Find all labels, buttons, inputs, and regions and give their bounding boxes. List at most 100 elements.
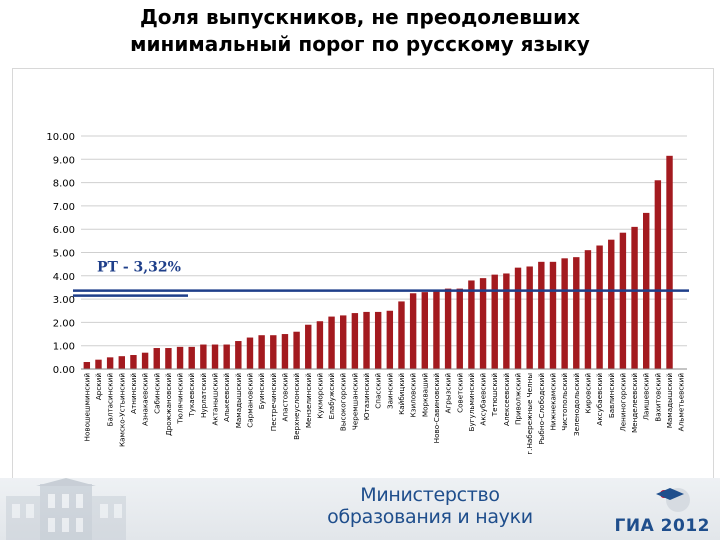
y-tick-label: 1.00 bbox=[53, 342, 75, 353]
x-tick-label: Высокогорский bbox=[339, 373, 348, 431]
bar bbox=[398, 301, 405, 369]
x-tick-label: Актанышский bbox=[211, 373, 220, 426]
bar bbox=[433, 289, 440, 369]
x-tick-label: Балтасинский bbox=[106, 373, 115, 427]
y-tick-label: 5.00 bbox=[53, 249, 75, 260]
bar bbox=[293, 331, 300, 369]
bar bbox=[328, 316, 335, 369]
x-tick-label: Лаишевский bbox=[642, 373, 651, 421]
bar bbox=[444, 288, 452, 369]
bar bbox=[538, 261, 545, 369]
x-tick-label: Лениногорский bbox=[618, 373, 627, 432]
x-tick-label: Бугульминский bbox=[467, 373, 476, 432]
x-tick-label: Аксубаевский bbox=[595, 373, 604, 426]
x-tick-label: Кировский bbox=[583, 373, 592, 414]
bar bbox=[596, 245, 603, 369]
x-tick-label: Моркваший bbox=[420, 373, 429, 417]
bar bbox=[235, 341, 242, 369]
x-tick-label: Буинский bbox=[257, 373, 266, 410]
bar bbox=[83, 362, 91, 369]
x-tick-label: Советский bbox=[455, 373, 464, 413]
reference-line-label: РТ - 3,32% bbox=[97, 260, 181, 276]
x-tick-label: г.Набережные Челны bbox=[525, 373, 534, 455]
bar bbox=[211, 344, 219, 369]
bar bbox=[526, 266, 533, 369]
bar bbox=[363, 311, 370, 369]
page-title-line1: Доля выпускников, не преодолевших bbox=[139, 5, 581, 29]
y-tick-label: 9.00 bbox=[53, 155, 75, 166]
footer-banner: Министерство образования и науки ГИА 201… bbox=[0, 478, 720, 540]
x-tick-label: Аксубаевский bbox=[479, 373, 488, 426]
x-tick-label: Вахитовский bbox=[653, 373, 662, 422]
x-tick-label: Атнинский bbox=[129, 373, 138, 414]
y-tick-label: 3.00 bbox=[53, 295, 75, 306]
x-tick-label: Новошешминский bbox=[82, 373, 91, 442]
x-tick-label: Тетюшский bbox=[490, 373, 499, 418]
x-tick-label: Алькеевский bbox=[222, 373, 231, 422]
bar bbox=[165, 348, 172, 369]
gia-logo-icon bbox=[656, 488, 690, 512]
chart-frame: 0.00 1.00 2.00 3.00 4.00 5.00 6.00 7.00 8.00 9.00… bbox=[12, 68, 714, 480]
x-tick-label: Алексеевский bbox=[502, 373, 511, 426]
x-tick-label: Нурлатский bbox=[199, 373, 208, 418]
x-tick-label: Альметьевский bbox=[677, 373, 686, 432]
x-tick-label: Кзиловский bbox=[409, 373, 418, 418]
x-tick-label: Арский bbox=[94, 373, 103, 400]
bar bbox=[584, 250, 592, 369]
bar bbox=[631, 226, 638, 369]
x-tick-label: Тукаевский bbox=[187, 373, 196, 418]
bar bbox=[95, 359, 102, 369]
bar bbox=[608, 239, 615, 369]
x-tick-label: Камско-Устьинский bbox=[117, 373, 126, 447]
x-tick-label: Мамадышский bbox=[234, 373, 243, 429]
bar bbox=[106, 357, 114, 369]
x-tick-label: Нижнекамский bbox=[548, 373, 557, 431]
x-tick-label: Кайбицкий bbox=[397, 373, 406, 415]
x-tick-label: Сабинский bbox=[152, 373, 161, 414]
x-tick-label: Черемшанский bbox=[350, 373, 359, 430]
bar bbox=[316, 321, 324, 369]
bar bbox=[421, 292, 428, 369]
x-tick-label: Пестречинский bbox=[269, 373, 278, 432]
x-tick-label: Кукморский bbox=[315, 373, 324, 419]
bar bbox=[503, 273, 510, 369]
x-tick-label: Чистопольский bbox=[560, 373, 569, 431]
bar bbox=[141, 352, 149, 369]
x-tick-label: Спасский bbox=[374, 373, 383, 409]
bar bbox=[153, 348, 160, 369]
bar bbox=[409, 293, 417, 369]
bar bbox=[351, 313, 359, 369]
bar bbox=[258, 335, 265, 369]
bar bbox=[468, 280, 475, 369]
bar bbox=[223, 344, 230, 369]
x-tick-label: Рыбно-Слободский bbox=[537, 373, 546, 445]
bar bbox=[374, 311, 382, 369]
x-tick-label: Елабужский bbox=[327, 373, 336, 420]
ministry-name: Министерство образования и науки bbox=[300, 484, 560, 528]
bar bbox=[176, 346, 184, 369]
x-tick-label: Ново-Савиновский bbox=[432, 373, 441, 444]
building-illustration bbox=[6, 478, 126, 540]
bar bbox=[573, 257, 580, 369]
x-tick-label: Тюлячинский bbox=[176, 373, 185, 425]
bar bbox=[246, 337, 254, 369]
bar bbox=[456, 288, 463, 369]
bar-chart: 0.00 1.00 2.00 3.00 4.00 5.00 6.00 7.00 8.00 9.00… bbox=[46, 132, 689, 455]
page-title: Доля выпускников, не преодолевших минима… bbox=[0, 4, 720, 58]
x-tick-label: Мензелинский bbox=[304, 373, 313, 428]
gia-logo-text: ГИА 2012 bbox=[614, 516, 710, 536]
x-tick-label: Мамадышский bbox=[665, 373, 674, 429]
bar bbox=[386, 310, 394, 369]
bar bbox=[619, 232, 627, 369]
x-tick-label: Приволжский bbox=[514, 373, 523, 425]
x-tick-label: Ютазинский bbox=[362, 373, 371, 421]
bar bbox=[666, 155, 673, 369]
bar bbox=[270, 335, 277, 369]
bar bbox=[118, 356, 125, 369]
x-tick-label: Дрожжановский bbox=[164, 373, 173, 436]
page-title-line2: минимальный порог по русскому языку bbox=[130, 32, 590, 56]
y-tick-label: 4.00 bbox=[53, 272, 75, 283]
ministry-line2: образования и науки bbox=[327, 506, 533, 528]
bar bbox=[654, 180, 662, 369]
ministry-line1: Министерство bbox=[360, 484, 500, 506]
